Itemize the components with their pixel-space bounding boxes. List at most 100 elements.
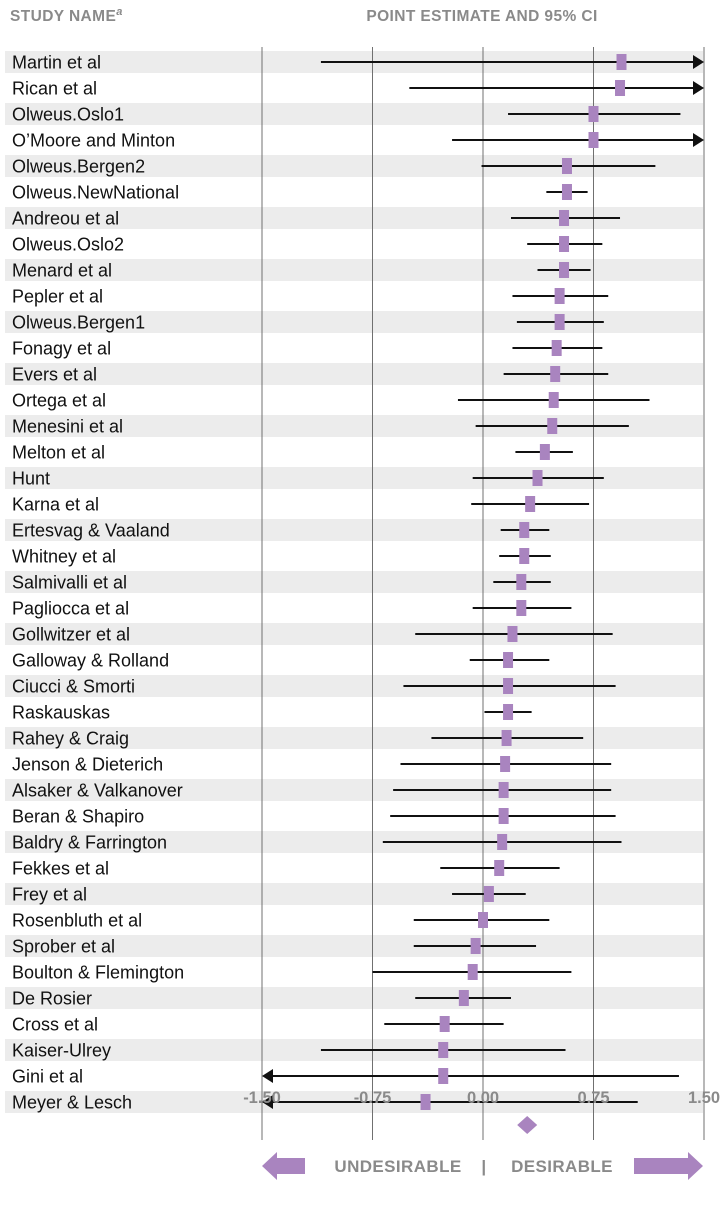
row-band xyxy=(5,571,703,593)
point-estimate xyxy=(559,210,570,226)
study-label: Pepler et al xyxy=(12,287,103,307)
study-label: Rahey & Craig xyxy=(12,729,129,749)
study-label: Fekkes et al xyxy=(12,859,109,879)
point-estimate xyxy=(438,1068,449,1084)
point-estimate xyxy=(532,470,543,486)
study-label: Rican et al xyxy=(12,79,97,99)
ci-arrow-left xyxy=(262,1069,273,1083)
study-label: Alsaker & Valkanover xyxy=(12,781,183,801)
study-label: Kaiser-Ulrey xyxy=(12,1041,111,1061)
study-label: O’Moore and Minton xyxy=(12,131,175,151)
row-band xyxy=(5,935,703,957)
point-estimate xyxy=(439,1016,450,1032)
point-estimate xyxy=(516,574,527,590)
point-estimate xyxy=(559,262,570,278)
study-label: Hunt xyxy=(12,469,50,489)
study-label: Cross et al xyxy=(12,1015,98,1035)
point-estimate xyxy=(561,184,572,200)
estimate-header: POINT ESTIMATE AND 95% CI xyxy=(366,8,597,25)
study-label: Sprober et al xyxy=(12,937,115,957)
point-estimate xyxy=(588,106,599,122)
row-bands xyxy=(5,51,703,1113)
tick-label: 0.00 xyxy=(467,1089,499,1107)
point-estimate xyxy=(458,990,469,1006)
point-estimate xyxy=(516,600,527,616)
study-label: Olweus.Bergen1 xyxy=(12,313,145,333)
study-label: Ortega et al xyxy=(12,391,106,411)
point-estimate xyxy=(588,132,599,148)
gridlines xyxy=(261,47,705,1140)
point-estimate xyxy=(554,288,565,304)
direction-legend: UNDESIRABLE | DESIRABLE xyxy=(262,1152,703,1180)
study-label: Jenson & Dieterich xyxy=(12,755,163,775)
study-label: Melton et al xyxy=(12,443,105,463)
row-band xyxy=(5,311,703,333)
direction-left-label: UNDESIRABLE xyxy=(334,1157,461,1176)
point-estimate xyxy=(616,54,627,70)
point-estimate xyxy=(503,678,514,694)
study-label: Karna et al xyxy=(12,495,99,515)
row-band xyxy=(5,415,703,437)
point-estimate xyxy=(497,834,508,850)
study-labels: Martin et al Rican et al Olweus.Oslo1 O’Moo… xyxy=(12,53,184,1113)
study-label: Salmivalli et al xyxy=(12,573,127,593)
left-arrow-icon xyxy=(262,1152,305,1180)
point-estimate xyxy=(498,808,509,824)
study-label: Ertesvag & Vaaland xyxy=(12,521,170,541)
row-band xyxy=(5,103,703,125)
point-estimate xyxy=(561,158,572,174)
study-name-footnote: a xyxy=(116,6,123,18)
tick-label: 1.50 xyxy=(688,1089,720,1107)
direction-right-label: DESIRABLE xyxy=(511,1157,613,1176)
point-estimate xyxy=(548,392,559,408)
study-label: Olweus.Oslo1 xyxy=(12,105,124,125)
point-estimate xyxy=(498,782,509,798)
study-label: Boulton & Flemington xyxy=(12,963,184,983)
study-name-header: STUDY NAMEa xyxy=(10,6,123,25)
point-estimate xyxy=(438,1042,449,1058)
point-estimate xyxy=(559,236,570,252)
study-label: Gini et al xyxy=(12,1067,83,1087)
ci-arrow-right xyxy=(693,81,704,95)
summary-diamond xyxy=(517,1116,538,1134)
study-label: Gollwitzer et al xyxy=(12,625,130,645)
study-label: De Rosier xyxy=(12,989,92,1009)
point-estimates xyxy=(420,54,627,1110)
study-label: Menard et al xyxy=(12,261,112,281)
study-label: Martin et al xyxy=(12,53,101,73)
summary-estimate xyxy=(517,1116,538,1134)
study-label: Meyer & Lesch xyxy=(12,1093,132,1113)
point-estimate xyxy=(420,1094,431,1110)
study-label: Beran & Shapiro xyxy=(12,807,144,827)
x-axis-tick-labels: -1.50 -0.75 0.00 0.75 1.50 xyxy=(243,1089,720,1107)
point-estimate xyxy=(539,444,550,460)
study-label: Whitney et al xyxy=(12,547,116,567)
study-label: Rosenbluth et al xyxy=(12,911,142,931)
right-arrow-icon xyxy=(634,1152,703,1180)
ci-arrow-left xyxy=(262,1095,273,1109)
row-band xyxy=(5,779,703,801)
row-band xyxy=(5,987,703,1009)
point-estimate xyxy=(503,652,514,668)
point-estimate xyxy=(550,366,561,382)
point-estimate xyxy=(467,964,478,980)
study-label: Frey et al xyxy=(12,885,87,905)
study-label: Fonagy et al xyxy=(12,339,111,359)
row-band xyxy=(5,259,703,281)
row-band xyxy=(5,363,703,385)
tick-label: -0.75 xyxy=(354,1089,392,1107)
point-estimate xyxy=(519,522,530,538)
point-estimate xyxy=(547,418,558,434)
study-label: Olweus.Oslo2 xyxy=(12,235,124,255)
study-label: Ciucci & Smorti xyxy=(12,677,135,697)
study-label: Menesini et al xyxy=(12,417,123,437)
point-estimate xyxy=(525,496,536,512)
study-label: Baldry & Farrington xyxy=(12,833,167,853)
row-band xyxy=(5,675,703,697)
study-label: Olweus.Bergen2 xyxy=(12,157,145,177)
row-band xyxy=(5,467,703,489)
point-estimate xyxy=(483,886,494,902)
study-label: Pagliocca et al xyxy=(12,599,129,619)
point-estimate xyxy=(551,340,562,356)
row-band xyxy=(5,155,703,177)
